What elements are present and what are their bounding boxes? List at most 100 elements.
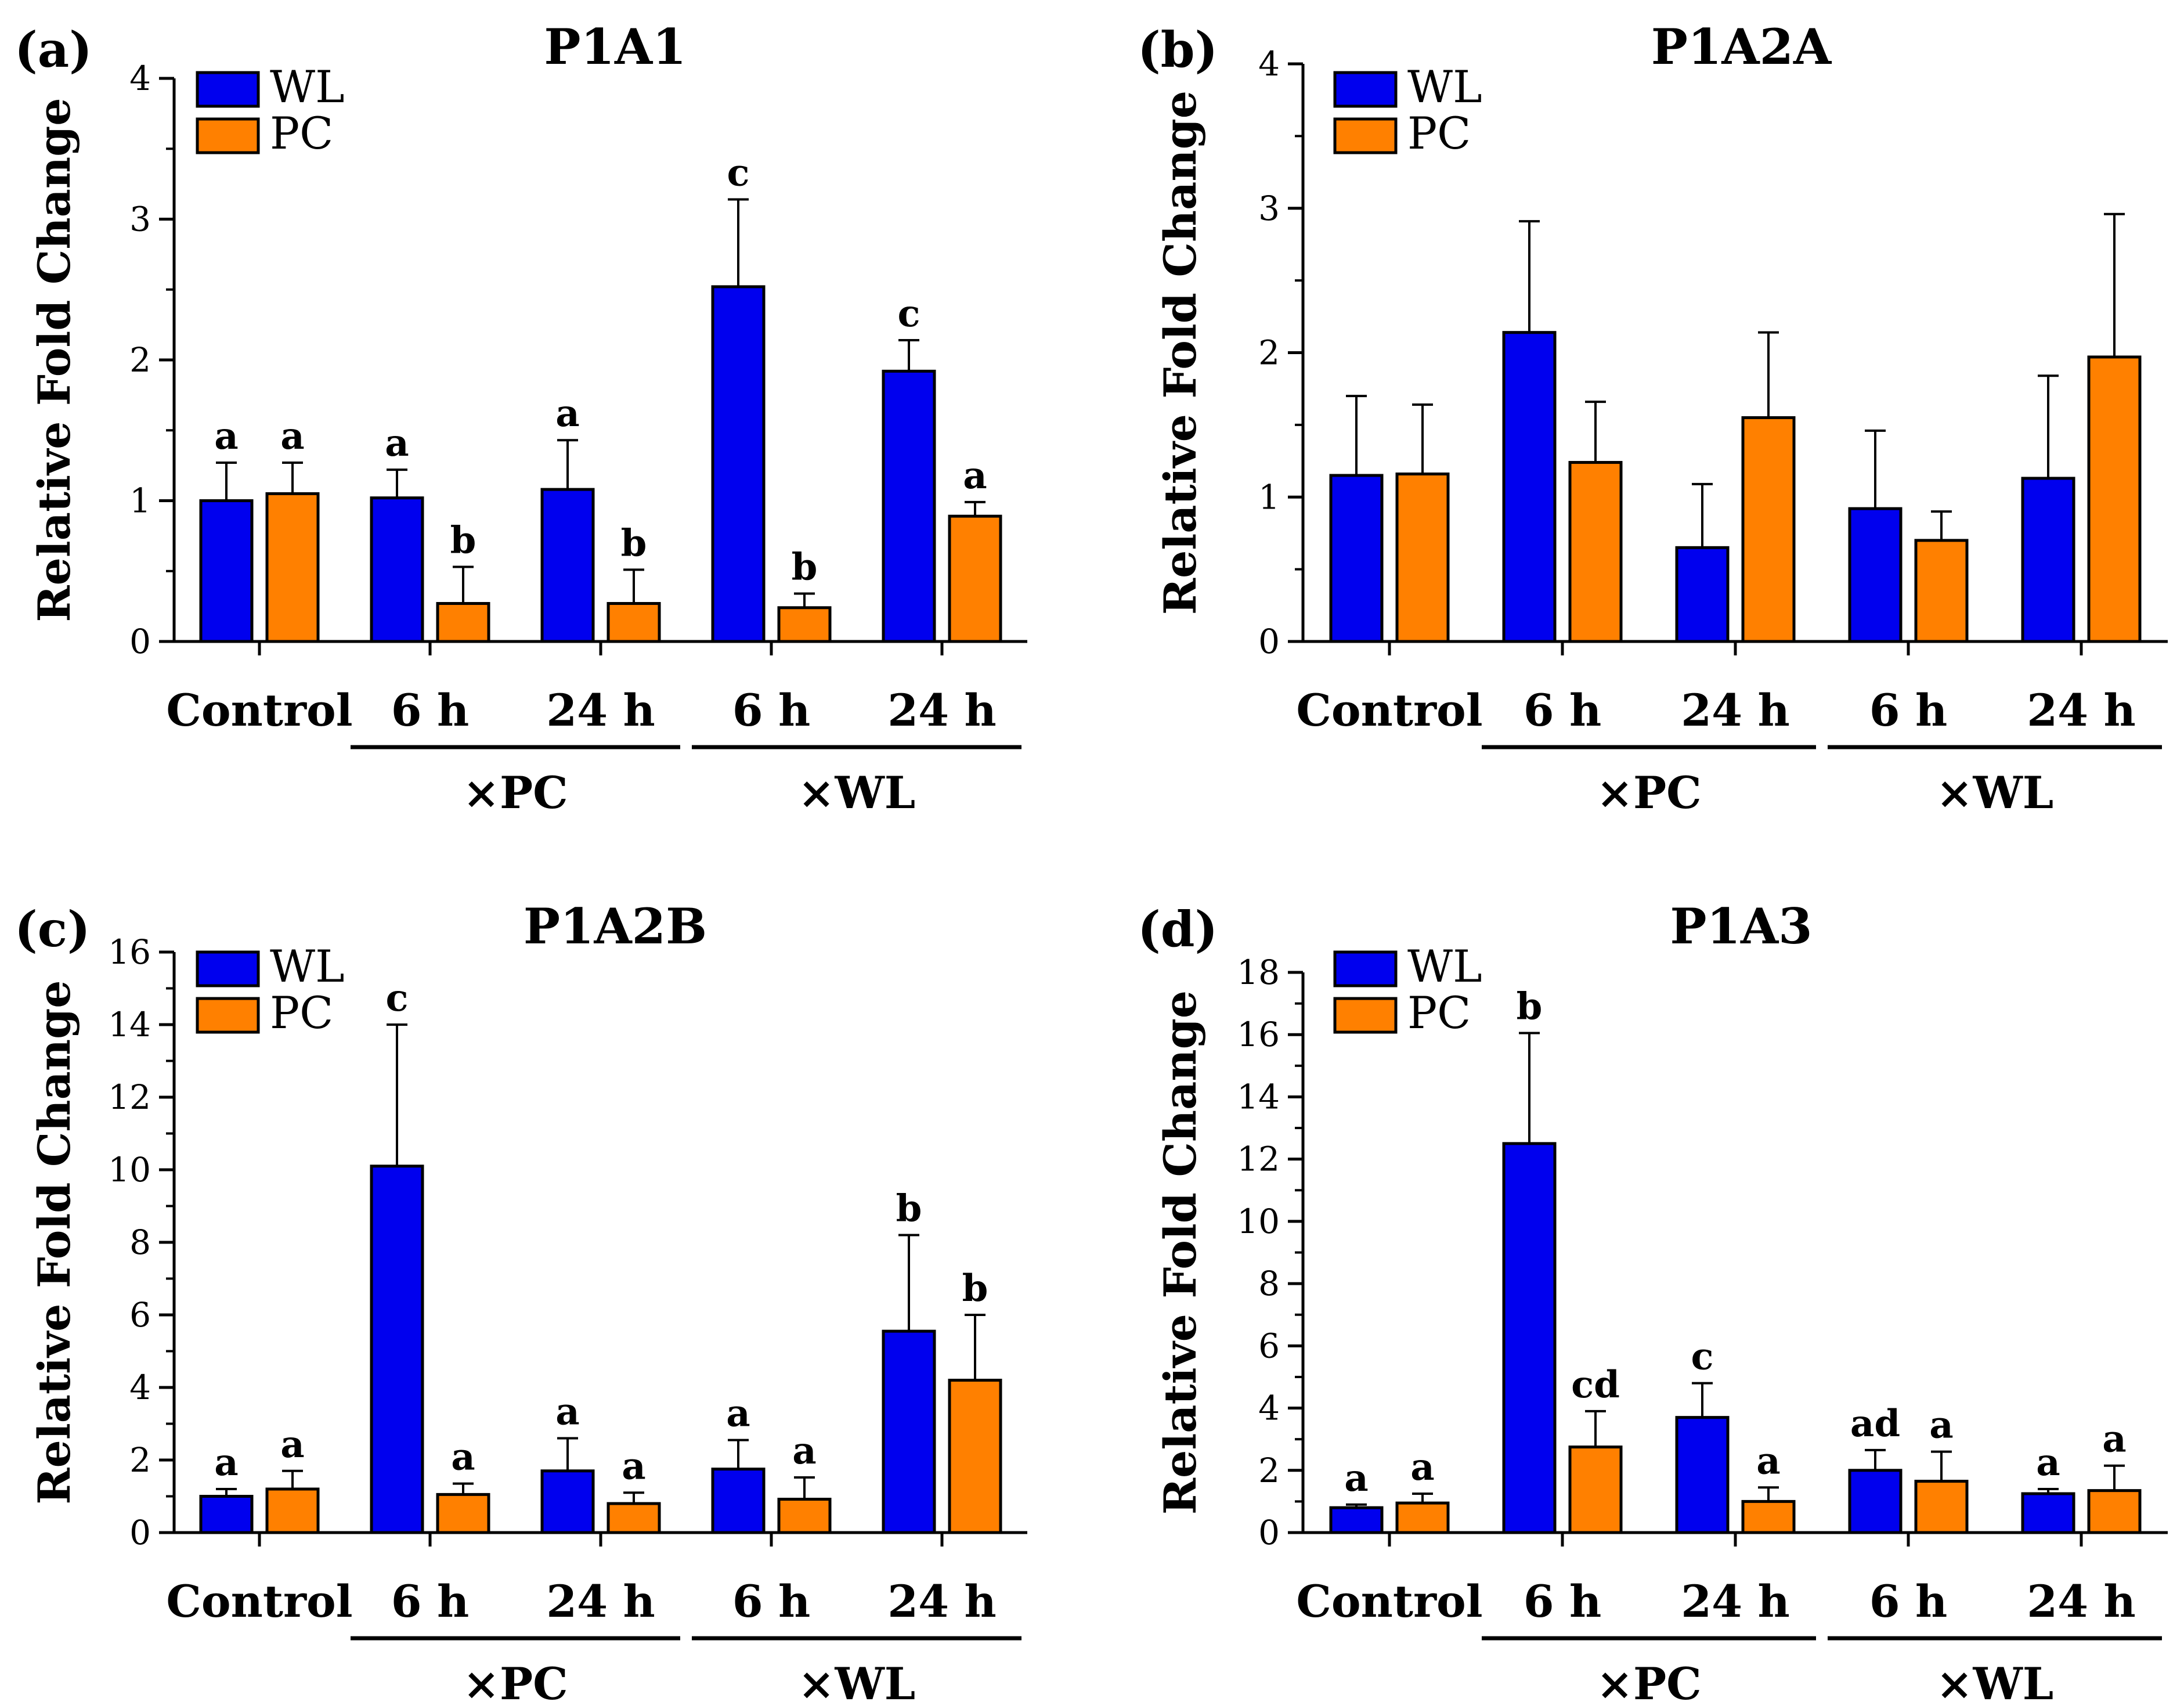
significance-letter: b — [792, 546, 818, 589]
y-tick-label: 0 — [129, 622, 151, 661]
bar-wl — [199, 1495, 254, 1534]
y-tick-label: 2 — [1258, 333, 1280, 373]
x-category-label: 6 h — [732, 1576, 811, 1627]
panel-letter: (b) — [1138, 21, 1218, 78]
legend-label: WL — [270, 940, 345, 992]
bar-pc — [265, 492, 320, 643]
y-tick-label: 6 — [1258, 1326, 1280, 1365]
significance-letter: c — [727, 152, 750, 195]
legend-label: PC — [1407, 107, 1471, 159]
bar-wl — [370, 1165, 424, 1534]
legend-swatch-pc — [196, 117, 260, 154]
significance-letter: a — [792, 1429, 816, 1473]
x-category-label: Control — [1296, 1576, 1482, 1627]
bar-wl — [882, 1329, 936, 1534]
x-category-label: 6 h — [1869, 684, 1948, 736]
chart-title: P1A1 — [544, 18, 686, 75]
legend-swatch-pc — [1333, 117, 1398, 154]
y-axis-label: Relative Fold Change — [1154, 990, 1206, 1515]
legend-swatch-wl — [196, 71, 260, 108]
panel-letter: (d) — [1138, 900, 1218, 958]
bar-pc — [265, 1487, 320, 1534]
legend-label: PC — [270, 107, 333, 159]
bar-pc — [777, 606, 832, 643]
x-category-label: 6 h — [391, 684, 470, 736]
legend-swatch-wl — [1333, 950, 1398, 987]
legend-label: PC — [270, 987, 333, 1039]
bar-wl — [1502, 1142, 1557, 1534]
significance-letter: b — [962, 1267, 988, 1310]
bar-pc — [948, 514, 1002, 643]
y-tick-label: 8 — [129, 1223, 151, 1262]
y-tick-label: 18 — [1237, 953, 1280, 992]
significance-letter: a — [555, 392, 579, 435]
bar-wl — [1848, 507, 1903, 643]
bar-pc — [777, 1498, 832, 1534]
y-axis-label: Relative Fold Change — [1154, 91, 1206, 615]
bar-wl — [370, 496, 424, 643]
significance-letter: a — [1756, 1439, 1780, 1483]
y-tick-label: 4 — [129, 59, 151, 98]
y-axis-label: Relative Fold Change — [28, 98, 80, 622]
x-category-label: 24 h — [2027, 684, 2135, 736]
legend-label: PC — [1407, 987, 1471, 1039]
significance-letter: a — [280, 1423, 304, 1466]
significance-letter: c — [898, 292, 920, 336]
bar-pc — [607, 1502, 661, 1534]
x-category-label: 6 h — [732, 684, 811, 736]
group-label: ×WL — [1936, 767, 2053, 819]
panel-letter: (a) — [15, 21, 92, 78]
bar-pc — [1741, 416, 1796, 643]
significance-letter: a — [2036, 1441, 2060, 1484]
legend-label: WL — [270, 61, 345, 113]
y-tick-label: 1 — [1258, 477, 1280, 517]
y-tick-label: 1 — [129, 481, 151, 521]
significance-letter: a — [2102, 1418, 2126, 1461]
y-tick-label: 8 — [1258, 1264, 1280, 1303]
x-category-label: 24 h — [887, 1576, 996, 1627]
legend-label: WL — [1407, 61, 1482, 113]
significance-letter: a — [963, 454, 987, 498]
bar-wl — [1848, 1469, 1903, 1534]
y-tick-label: 2 — [129, 1440, 151, 1480]
panel-letter: (c) — [15, 900, 91, 958]
legend-swatch-wl — [1333, 71, 1398, 108]
significance-letter: a — [1344, 1457, 1368, 1500]
legend-swatch-pc — [196, 997, 260, 1034]
significance-letter: b — [450, 518, 476, 562]
x-category-label: Control — [166, 1576, 352, 1627]
chart-title: P1A2B — [524, 897, 707, 955]
bar-wl — [711, 1468, 766, 1534]
significance-letter: b — [1517, 985, 1543, 1029]
bar-wl — [2021, 477, 2075, 643]
bar-pc — [436, 602, 490, 643]
y-tick-label: 4 — [129, 1368, 151, 1407]
x-category-label: Control — [166, 684, 352, 736]
y-axis-label: Relative Fold Change — [28, 980, 80, 1504]
significance-letter: ad — [1850, 1402, 1900, 1446]
bar-pc — [1395, 472, 1450, 643]
group-label: ×PC — [1596, 767, 1701, 819]
chart-panel-b: (b) P1A2A Relative Fold Change 0 1 2 3 4 Control… — [1138, 18, 2168, 819]
bar-pc — [2087, 1489, 2142, 1534]
chart-title: P1A3 — [1670, 897, 1812, 955]
bar-pc — [1395, 1501, 1450, 1534]
x-category-label: Control — [1296, 684, 1482, 736]
legend-swatch-pc — [1333, 997, 1398, 1034]
significance-letter: cd — [1571, 1363, 1620, 1407]
significance-letter: a — [622, 1444, 645, 1488]
bar-wl — [540, 488, 595, 643]
significance-letter: a — [214, 414, 238, 458]
significance-letter: c — [386, 976, 409, 1020]
y-tick-label: 14 — [108, 1005, 151, 1044]
y-tick-label: 0 — [129, 1513, 151, 1552]
significance-letter: a — [1929, 1404, 1953, 1447]
x-category-label: 6 h — [1869, 1576, 1948, 1627]
y-tick-label: 14 — [1237, 1077, 1280, 1116]
bar-wl — [540, 1469, 595, 1534]
significance-letter: a — [385, 421, 409, 465]
y-tick-label: 6 — [129, 1295, 151, 1335]
chart-panel-c: (c) P1A2B Relative Fold Change 0 2 4 6 8 10 12 14 1… — [15, 897, 1027, 1705]
significance-letter: c — [1691, 1335, 1714, 1379]
